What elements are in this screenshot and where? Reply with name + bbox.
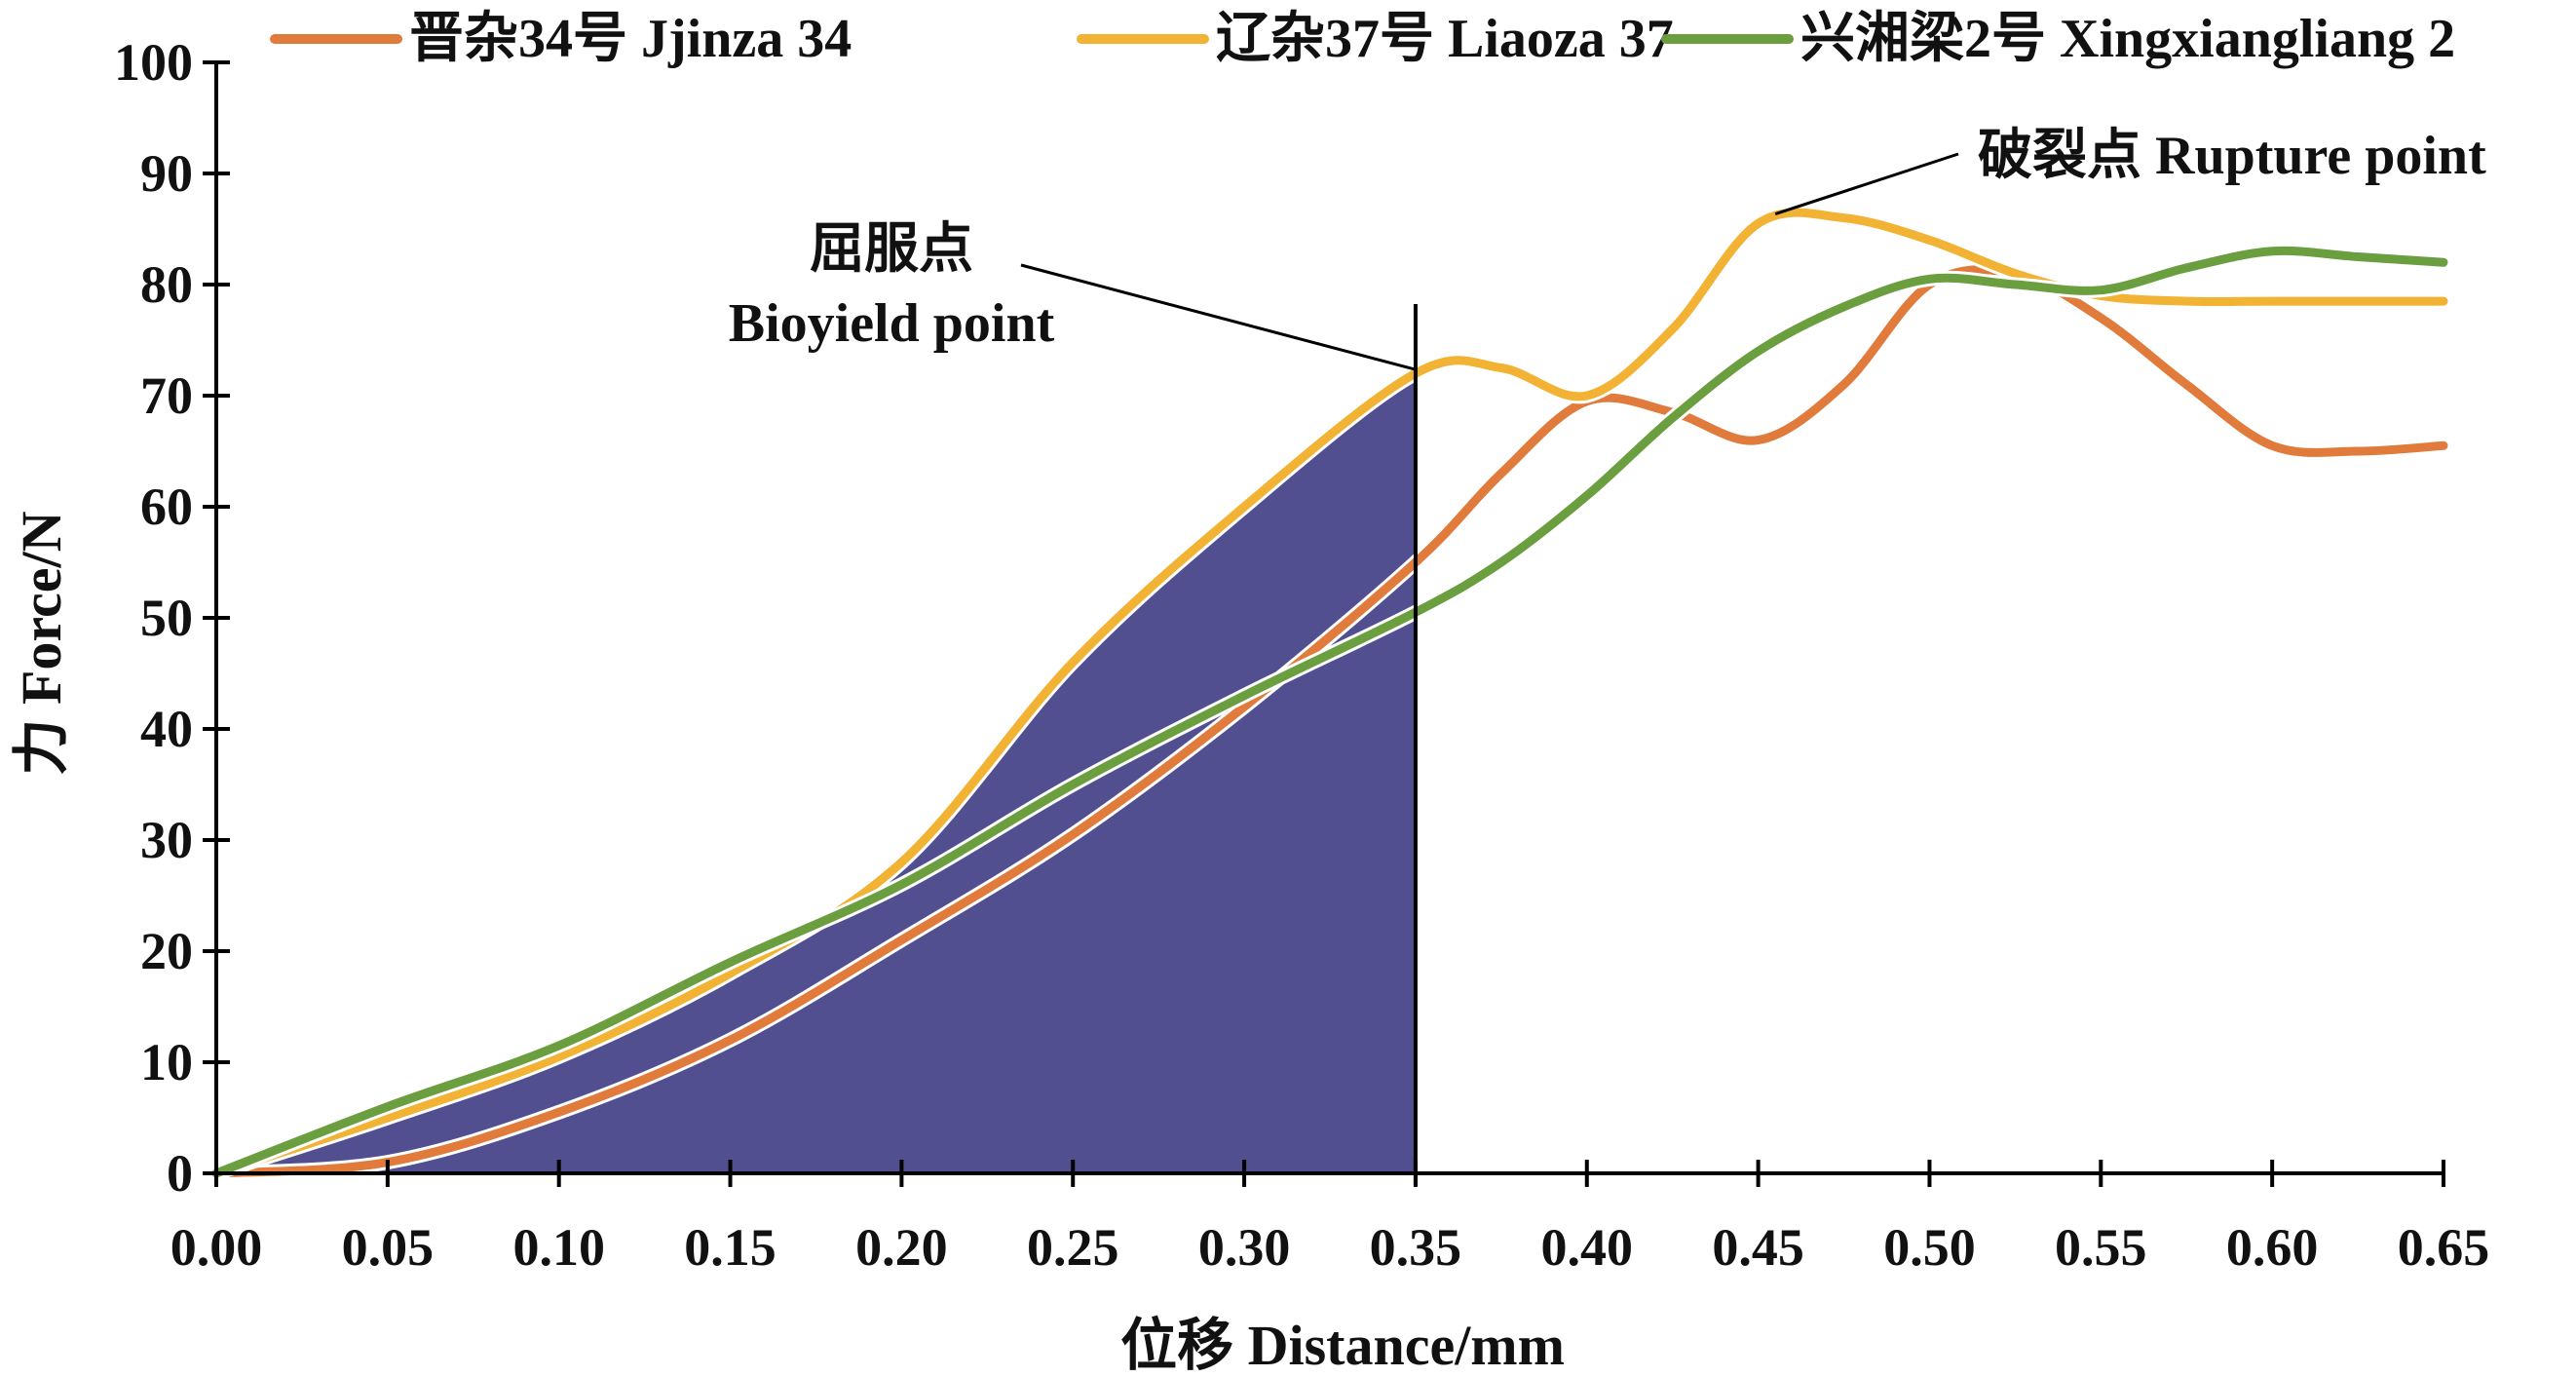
y-tick-label: 10 <box>140 1033 193 1091</box>
x-tick-label: 0.45 <box>1712 1218 1804 1277</box>
bioyield-label-zh: 屈服点 <box>810 219 973 280</box>
y-ticks: 0 10 20 30 40 50 60 70 80 90 100 <box>114 33 230 1203</box>
legend-label: 晋杂34号 Jjinza 34 <box>409 9 852 69</box>
y-tick-label: 90 <box>140 144 193 203</box>
x-tick-label: 0.05 <box>342 1218 435 1277</box>
x-tick-label: 0.25 <box>1027 1218 1119 1277</box>
x-tick-label: 0.35 <box>1370 1218 1462 1277</box>
y-tick-label: 70 <box>140 366 193 425</box>
series-line-3 <box>211 246 2448 1178</box>
x-tick-label: 0.50 <box>1883 1218 1976 1277</box>
legend-label: 辽杂37号 Liaoza 37 <box>1216 9 1674 69</box>
annotations: 屈服点 Bioyield point 破裂点 Rupture point <box>729 126 2486 371</box>
y-tick-label: 0 <box>167 1144 193 1203</box>
x-ticks: 0.00 0.05 0.10 0.15 0.20 0.25 0.30 0.35 0.40 0.45… <box>170 1160 2490 1277</box>
series-line-2 <box>211 208 2448 1178</box>
y-tick-label: 80 <box>140 255 193 314</box>
rupture-leader-line <box>1774 152 1959 216</box>
y-tick-label: 100 <box>114 33 193 92</box>
x-tick-label: 0.60 <box>2226 1218 2319 1277</box>
x-tick-label: 0.40 <box>1541 1218 1634 1277</box>
y-tick-label: 40 <box>140 700 193 758</box>
y-axis-title: 力 Force/N <box>10 511 73 775</box>
legend: 晋杂34号 Jjinza 34 辽杂37号 Liaoza 37 兴湘梁2号 Xing… <box>270 9 2455 69</box>
x-tick-label: 0.00 <box>170 1218 263 1277</box>
legend-label: 兴湘梁2号 Xingxiangliang 2 <box>1800 9 2455 69</box>
rupture-label: 破裂点 Rupture point <box>1978 126 2486 186</box>
x-axis-title: 位移 Distance/mm <box>1120 1314 1565 1377</box>
bioyield-label-en: Bioyield point <box>729 293 1055 354</box>
x-tick-label: 0.15 <box>684 1218 777 1277</box>
y-tick-label: 60 <box>140 478 193 536</box>
series-layer <box>208 205 2451 1181</box>
x-tick-label: 0.65 <box>2398 1218 2490 1277</box>
y-tick-label: 50 <box>140 589 193 647</box>
x-tick-label: 0.30 <box>1198 1218 1291 1277</box>
series-line-1 <box>211 265 2448 1178</box>
bioyield-leader-line <box>1020 263 1417 371</box>
shaded-area <box>216 373 1416 1173</box>
x-tick-label: 0.55 <box>2055 1218 2147 1277</box>
x-tick-label: 0.20 <box>855 1218 948 1277</box>
y-tick-label: 20 <box>140 922 193 980</box>
x-tick-label: 0.10 <box>512 1218 605 1277</box>
y-tick-label: 30 <box>140 811 193 869</box>
